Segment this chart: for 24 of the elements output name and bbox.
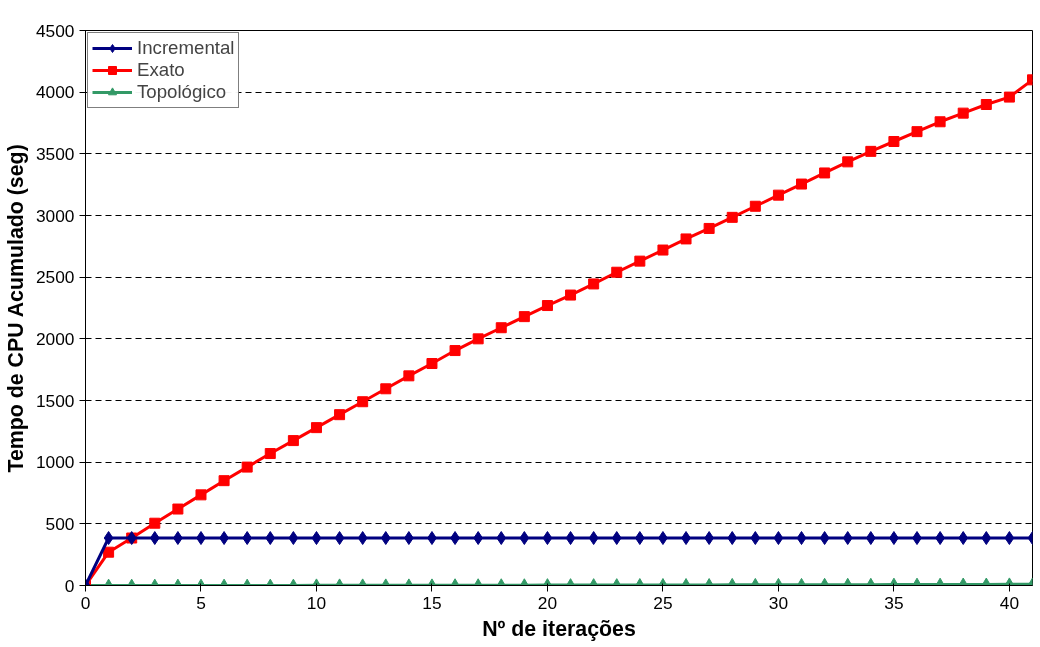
x-tick-label: 30 — [768, 592, 789, 613]
x-tick-label: 5 — [196, 592, 206, 613]
x-tick-label: 35 — [884, 592, 904, 613]
y-tick-label: 2000 — [35, 328, 75, 349]
y-tick-label: 4500 — [35, 20, 75, 41]
y-tick-label: 1000 — [35, 452, 75, 473]
y-tick-label: 500 — [45, 513, 75, 534]
legend-label: Incremental — [137, 37, 235, 59]
x-tick-label: 25 — [653, 592, 673, 613]
x-axis-title: Nº de iterações — [482, 616, 636, 641]
y-tick-label: 0 — [64, 575, 75, 596]
x-tick-label: 10 — [306, 592, 327, 613]
y-tick-label: 4000 — [35, 82, 75, 103]
y-tick-label: 1500 — [35, 390, 75, 411]
x-tick-label: 0 — [80, 592, 91, 613]
y-tick-label: 3000 — [35, 205, 75, 226]
y-axis-title: Tempo de CPU Acumulado (seg) — [3, 144, 28, 473]
x-tick-label: 20 — [537, 592, 558, 613]
legend-label: Exato — [137, 59, 185, 81]
x-tick-label: 15 — [422, 592, 442, 613]
legend-label: Topológico — [137, 81, 227, 103]
y-tick-label: 3500 — [35, 143, 75, 164]
x-tick-label: 40 — [999, 592, 1020, 613]
y-tick-label: 2500 — [35, 267, 75, 288]
